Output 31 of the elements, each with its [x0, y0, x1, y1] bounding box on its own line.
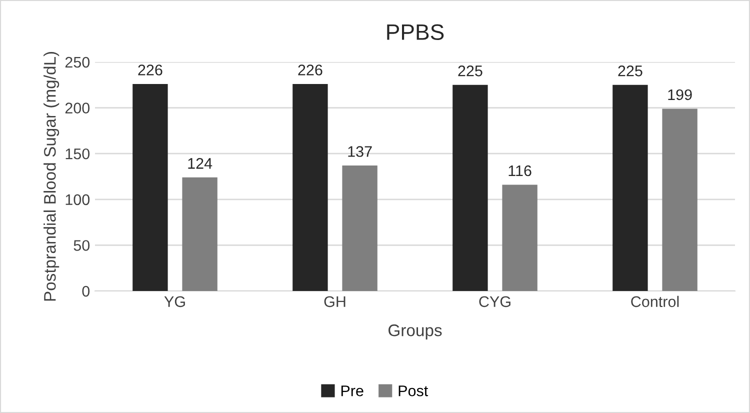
x-tick-label: YG — [164, 296, 185, 308]
data-label: 199 — [668, 89, 692, 100]
chart-title: PPBS — [387, 24, 444, 40]
bar — [502, 184, 538, 291]
x-tick-label: Control — [631, 296, 679, 308]
bar — [342, 166, 378, 291]
data-label: 225 — [618, 66, 642, 76]
data-label: 226 — [138, 64, 162, 76]
legend-label: Post — [398, 386, 428, 396]
data-label: 124 — [188, 158, 212, 169]
y-tick-label: 150 — [66, 148, 90, 160]
data-label: 225 — [458, 66, 482, 76]
y-tick-label: 50 — [74, 240, 90, 251]
x-tick-label: CYG — [479, 296, 510, 308]
y-tick-label: 200 — [65, 102, 90, 114]
y-tick-label: 100 — [66, 194, 90, 206]
bar — [452, 84, 488, 291]
y-tick-label: 250 — [65, 56, 90, 68]
y-axis-title: Postprandial Blood Sugar (mg/dL) — [44, 52, 60, 301]
data-label: 116 — [508, 165, 532, 176]
bar — [612, 84, 648, 291]
legend-label: Pre — [341, 386, 364, 396]
bar — [132, 84, 168, 291]
y-tick-label: 0 — [82, 286, 90, 297]
bar — [292, 84, 328, 291]
x-tick-label: GH — [324, 296, 346, 308]
bar — [182, 177, 218, 291]
bar — [662, 108, 698, 291]
data-label: 137 — [348, 146, 372, 157]
x-axis-title: Groups — [388, 324, 442, 340]
data-label: 226 — [298, 64, 322, 76]
